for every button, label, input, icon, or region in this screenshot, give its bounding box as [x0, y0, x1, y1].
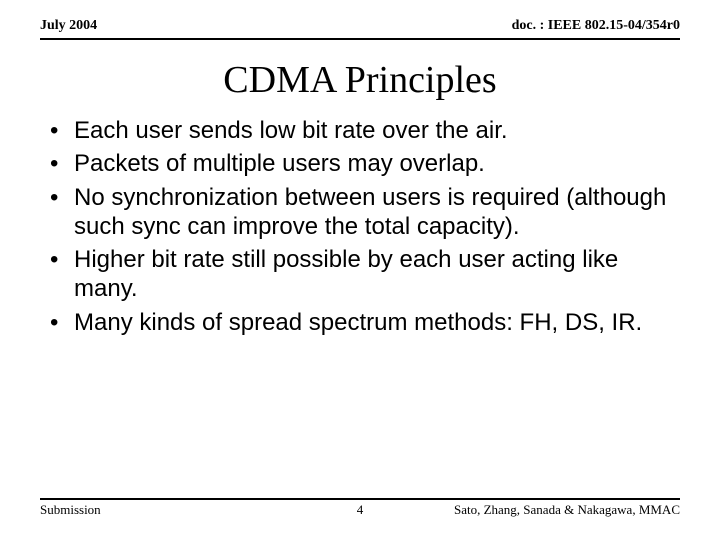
footer-page-number: 4: [357, 502, 364, 518]
header-rule: [40, 38, 680, 40]
bullet-list: Each user sends low bit rate over the ai…: [40, 116, 680, 337]
header-date: July 2004: [40, 18, 97, 34]
list-item: Packets of multiple users may overlap.: [46, 149, 680, 178]
footer-left: Submission: [40, 502, 360, 518]
header-docnum: doc. : IEEE 802.15-04/354r0: [512, 18, 680, 34]
slide-title: CDMA Principles: [40, 58, 680, 102]
footer: Submission 4 Sato, Zhang, Sanada & Nakag…: [40, 498, 680, 518]
list-item: No synchronization between users is requ…: [46, 183, 680, 242]
footer-row: Submission 4 Sato, Zhang, Sanada & Nakag…: [40, 502, 680, 518]
slide-page: July 2004 doc. : IEEE 802.15-04/354r0 CD…: [0, 0, 720, 540]
list-item: Many kinds of spread spectrum methods: F…: [46, 308, 680, 337]
footer-rule: [40, 498, 680, 500]
list-item: Each user sends low bit rate over the ai…: [46, 116, 680, 145]
list-item: Higher bit rate still possible by each u…: [46, 245, 680, 304]
footer-authors: Sato, Zhang, Sanada & Nakagawa, MMAC: [360, 502, 680, 518]
header-row: July 2004 doc. : IEEE 802.15-04/354r0: [40, 18, 680, 36]
